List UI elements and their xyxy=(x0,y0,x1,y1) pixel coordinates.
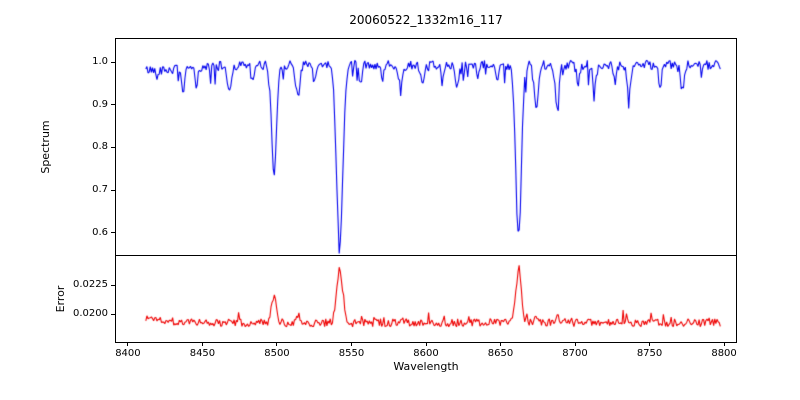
x-tick-mark xyxy=(723,342,725,346)
spectrum-axis-label: Spectrum xyxy=(39,120,52,174)
y-tick-label: 0.8 xyxy=(92,141,108,153)
y-tick-label: 0.9 xyxy=(92,98,108,110)
x-tick-label: 8550 xyxy=(338,348,365,359)
x-tick-mark xyxy=(350,342,352,346)
y-tick-mark xyxy=(111,284,115,286)
y-tick-label: 0.6 xyxy=(92,226,108,238)
y-tick-mark xyxy=(111,146,115,148)
spectrum-line-canvas xyxy=(116,39,736,255)
x-tick-label: 8450 xyxy=(189,348,216,359)
spectrum-panel xyxy=(115,38,737,255)
x-tick-mark xyxy=(201,342,203,346)
x-tick-label: 8750 xyxy=(636,348,663,359)
error-line-canvas xyxy=(116,256,736,342)
error-panel xyxy=(115,255,737,343)
x-tick-label: 8500 xyxy=(264,348,290,359)
x-tick-mark xyxy=(425,342,427,346)
x-tick-label: 8700 xyxy=(562,348,588,359)
y-tick-mark xyxy=(111,189,115,191)
y-tick-label: 1.0 xyxy=(92,56,108,68)
y-tick-mark xyxy=(111,104,115,106)
x-tick-mark xyxy=(500,342,502,346)
x-tick-label: 8800 xyxy=(711,348,737,359)
error-axis-label: Error xyxy=(54,285,67,313)
x-tick-mark xyxy=(649,342,651,346)
x-tick-mark xyxy=(276,342,278,346)
y-tick-label: 0.0200 xyxy=(73,308,108,320)
x-tick-mark xyxy=(127,342,129,346)
y-tick-mark xyxy=(111,313,115,315)
x-tick-label: 8400 xyxy=(115,348,141,359)
x-tick-label: 8600 xyxy=(413,348,439,359)
y-tick-label: 0.0225 xyxy=(73,279,108,291)
y-tick-mark xyxy=(111,232,115,234)
y-tick-label: 0.7 xyxy=(92,184,108,196)
chart-title: 20060522_1332m16_117 xyxy=(349,13,503,27)
x-tick-label: 8650 xyxy=(487,348,514,359)
x-axis-label: Wavelength xyxy=(393,360,459,373)
x-tick-mark xyxy=(574,342,576,346)
y-tick-mark xyxy=(111,61,115,63)
